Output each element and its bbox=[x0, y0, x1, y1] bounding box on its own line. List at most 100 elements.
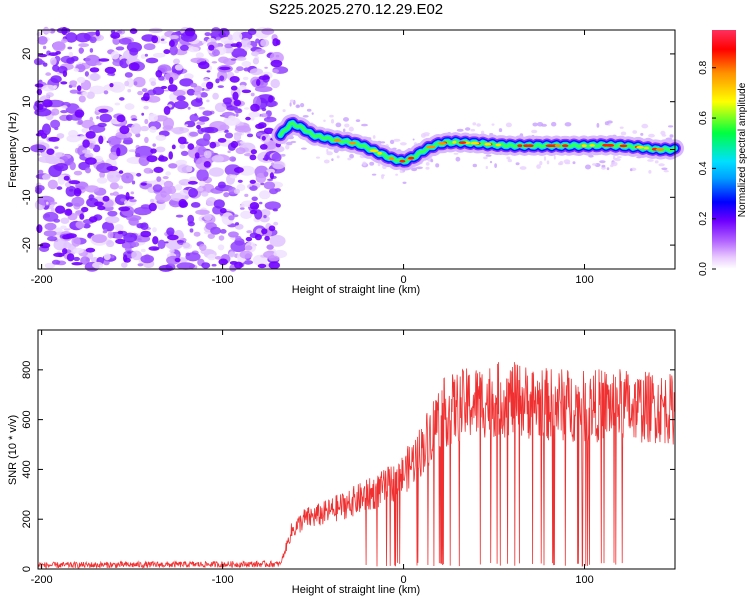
snr-ticks: -200 -100 0 100 0 200 400 600 800 bbox=[21, 330, 675, 586]
spectrogram-x-tick-label: 100 bbox=[575, 274, 593, 286]
colorbar-label: Normalized spectral amplitude bbox=[737, 82, 748, 217]
ridge-scatter-blob bbox=[425, 166, 430, 170]
ridge-peak-spot bbox=[389, 157, 395, 161]
ridge-peak-spot bbox=[470, 141, 480, 145]
noise-blob bbox=[107, 224, 115, 232]
noise-blob bbox=[251, 196, 258, 202]
noise-blob bbox=[259, 215, 270, 223]
noise-blob bbox=[45, 92, 54, 98]
noise-blob bbox=[233, 132, 242, 141]
noise-blob bbox=[61, 38, 68, 43]
noise-blob bbox=[217, 244, 225, 251]
ridge-scatter-blob bbox=[306, 108, 312, 112]
noise-blob bbox=[178, 179, 192, 186]
noise-blob bbox=[143, 43, 156, 51]
noise-blob bbox=[271, 152, 282, 162]
noise-blob bbox=[55, 205, 66, 214]
noise-blob bbox=[148, 113, 158, 122]
noise-blob bbox=[91, 234, 107, 244]
ridge-scatter-blob bbox=[663, 170, 669, 173]
noise-blob bbox=[158, 264, 173, 272]
ridge-scatter-blob bbox=[395, 173, 398, 176]
noise-blob bbox=[198, 116, 210, 122]
noise-blob bbox=[103, 90, 109, 95]
noise-blob bbox=[155, 192, 172, 203]
ridge-scatter-blob bbox=[416, 166, 423, 170]
noise-blob bbox=[76, 76, 86, 84]
ridge-scatter-blob bbox=[648, 170, 652, 174]
ridge-scatter-blob bbox=[280, 153, 286, 157]
noise-blob bbox=[77, 145, 88, 157]
ridge-scatter-blob bbox=[661, 167, 668, 171]
noise-blob bbox=[236, 184, 246, 191]
noise-blob bbox=[244, 193, 249, 197]
noise-blob bbox=[260, 113, 268, 118]
noise-blob bbox=[195, 96, 203, 103]
noise-blob bbox=[128, 62, 140, 71]
ridge-scatter-blob bbox=[389, 139, 395, 145]
noise-blob bbox=[243, 260, 254, 265]
noise-blob bbox=[261, 228, 268, 235]
ridge-scatter-blob bbox=[371, 173, 377, 176]
ridge-scatter-blob bbox=[658, 163, 665, 167]
noise-blob bbox=[166, 227, 175, 236]
noise-blob bbox=[42, 123, 51, 136]
noise-blob bbox=[255, 38, 260, 44]
noise-blob bbox=[131, 241, 140, 248]
noise-blob bbox=[85, 131, 96, 139]
noise-blob bbox=[173, 58, 180, 65]
noise-blob bbox=[34, 108, 52, 117]
ridge-scatter-blob bbox=[302, 115, 309, 118]
noise-blob bbox=[183, 73, 194, 80]
noise-blob bbox=[52, 41, 66, 52]
noise-blob bbox=[230, 85, 238, 91]
noise-blob bbox=[207, 253, 217, 261]
ridge-scatter-blob bbox=[285, 144, 290, 150]
noise-blob bbox=[189, 228, 194, 233]
noise-blob bbox=[68, 51, 74, 58]
noise-blob bbox=[152, 143, 156, 147]
noise-blob bbox=[52, 64, 60, 72]
noise-blob bbox=[47, 236, 58, 242]
noise-blob bbox=[37, 36, 48, 45]
ridge-scatter-blob bbox=[296, 105, 300, 107]
noise-blob bbox=[249, 154, 257, 161]
noise-blob bbox=[264, 154, 269, 162]
noise-blob bbox=[196, 94, 202, 99]
noise-blob bbox=[203, 213, 212, 221]
noise-blob bbox=[224, 132, 234, 139]
ridge-scatter-blob bbox=[343, 117, 349, 122]
ridge-scatter-blob bbox=[668, 125, 674, 128]
ridge-scatter-blob bbox=[476, 123, 481, 127]
noise-blob bbox=[179, 78, 194, 87]
noise-blob bbox=[124, 103, 135, 110]
noise-blob bbox=[239, 250, 253, 259]
noise-blob bbox=[230, 240, 247, 253]
noise-blob bbox=[76, 85, 82, 92]
ridge-scatter-blob bbox=[400, 142, 407, 146]
ridge-scatter-blob bbox=[348, 126, 354, 132]
noise-blob bbox=[217, 138, 227, 143]
noise-blob bbox=[61, 105, 68, 109]
noise-blob bbox=[240, 210, 253, 219]
ridge-peak-spot bbox=[408, 156, 415, 160]
noise-blob bbox=[69, 188, 74, 192]
noise-blob bbox=[229, 76, 240, 83]
noise-blob bbox=[66, 253, 75, 262]
ridge-scatter-blob bbox=[349, 153, 354, 159]
noise-blob bbox=[176, 100, 185, 105]
noise-blob bbox=[273, 221, 279, 226]
spectrogram-x-tick-label: -200 bbox=[31, 274, 53, 286]
noise-blob bbox=[82, 223, 91, 229]
noise-blob bbox=[189, 176, 198, 182]
noise-blob bbox=[81, 206, 89, 213]
noise-blob bbox=[195, 52, 204, 59]
noise-blob bbox=[129, 47, 139, 56]
ridge-peak-spot bbox=[517, 144, 523, 148]
noise-blob bbox=[103, 253, 111, 261]
noise-blob bbox=[63, 175, 70, 181]
noise-blob bbox=[270, 59, 283, 68]
ridge-scatter-blob bbox=[614, 158, 621, 162]
ridge-peak-spot bbox=[333, 139, 342, 142]
